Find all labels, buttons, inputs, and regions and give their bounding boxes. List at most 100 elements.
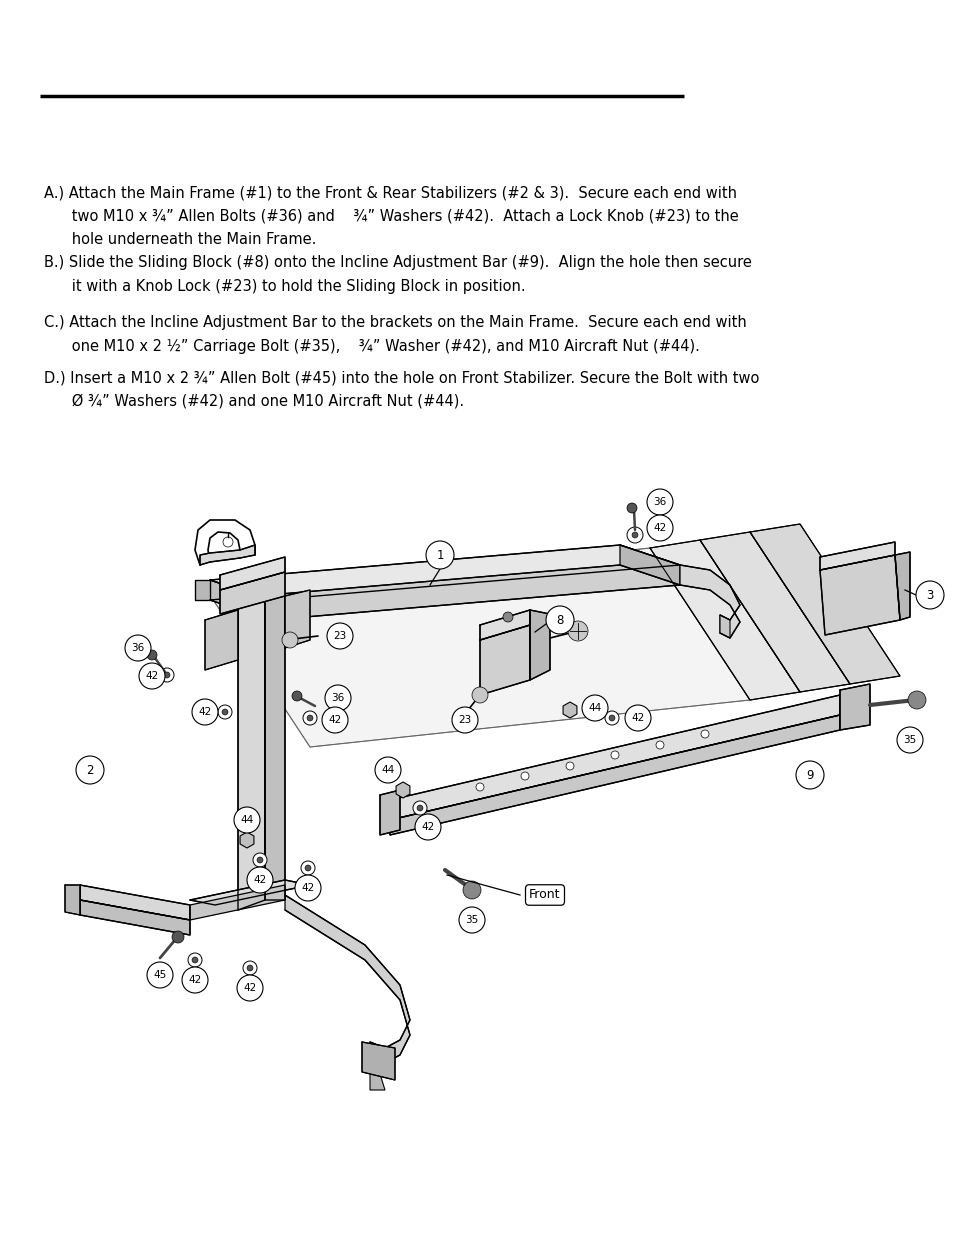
Circle shape [164,672,170,678]
Circle shape [192,957,198,963]
Circle shape [631,532,638,538]
Circle shape [472,687,488,703]
Polygon shape [200,545,254,564]
Circle shape [608,715,615,721]
Circle shape [147,650,157,659]
Circle shape [247,965,253,971]
Circle shape [182,967,208,993]
Circle shape [520,772,529,781]
Text: 42: 42 [253,876,266,885]
Circle shape [416,805,422,811]
Polygon shape [649,540,800,700]
Polygon shape [210,564,679,620]
Polygon shape [220,557,285,590]
Circle shape [476,783,483,790]
Polygon shape [395,782,410,798]
Text: 8: 8 [556,614,563,626]
Text: 42: 42 [421,823,435,832]
Text: 3: 3 [925,589,933,601]
Polygon shape [65,885,80,915]
Polygon shape [80,885,190,920]
Text: hole underneath the Main Frame.: hole underneath the Main Frame. [44,232,316,247]
Polygon shape [749,524,899,684]
Circle shape [610,751,618,760]
Text: 36: 36 [331,693,344,703]
Polygon shape [700,532,849,692]
Polygon shape [205,610,237,671]
Text: 42: 42 [188,974,201,986]
Circle shape [253,853,267,867]
Circle shape [581,695,607,721]
Circle shape [305,864,311,871]
Text: Ø ¾” Washers (#42) and one M10 Aircraft Nut (#44).: Ø ¾” Washers (#42) and one M10 Aircraft … [44,394,464,409]
Circle shape [567,621,587,641]
Polygon shape [370,1042,385,1091]
Circle shape [907,692,925,709]
Circle shape [502,613,513,622]
Polygon shape [210,545,679,600]
Circle shape [303,711,316,725]
Circle shape [147,962,172,988]
Text: 42: 42 [243,983,256,993]
Circle shape [188,953,202,967]
Text: 35: 35 [902,735,916,745]
Text: two M10 x ¾” Allen Bolts (#36) and    ¾” Washers (#42).  Attach a Lock Knob (#23: two M10 x ¾” Allen Bolts (#36) and ¾” Wa… [44,209,738,224]
Text: D.) Insert a M10 x 2 ¾” Allen Bolt (#45) into the hole on Front Stabilizer. Secu: D.) Insert a M10 x 2 ¾” Allen Bolt (#45)… [44,370,759,385]
Polygon shape [210,548,749,747]
Circle shape [415,814,440,840]
Circle shape [915,580,943,609]
Polygon shape [390,715,840,835]
Text: 2: 2 [86,763,93,777]
Polygon shape [210,580,270,620]
Circle shape [247,867,273,893]
Circle shape [236,974,263,1002]
Text: A.) Attach the Main Frame (#1) to the Front & Rear Stabilizers (#2 & 3).  Secure: A.) Attach the Main Frame (#1) to the Fr… [44,185,737,200]
Polygon shape [820,555,899,635]
Circle shape [172,931,184,944]
Text: 9: 9 [805,768,813,782]
Circle shape [426,541,454,569]
Circle shape [76,756,104,784]
Circle shape [125,635,151,661]
Circle shape [292,692,302,701]
Circle shape [896,727,923,753]
Polygon shape [390,695,840,820]
Circle shape [282,632,297,648]
Text: it with a Knob Lock (#23) to hold the Sliding Block in position.: it with a Knob Lock (#23) to hold the Sl… [44,279,525,294]
Text: 42: 42 [198,706,212,718]
Circle shape [294,876,320,902]
Text: 42: 42 [328,715,341,725]
Circle shape [624,705,650,731]
Circle shape [325,685,351,711]
Text: 45: 45 [153,969,167,981]
Circle shape [301,861,314,876]
Polygon shape [285,590,310,648]
Text: C.) Attach the Incline Adjustment Bar to the brackets on the Main Frame.  Secure: C.) Attach the Incline Adjustment Bar to… [44,315,746,330]
Polygon shape [190,885,285,920]
Circle shape [218,705,232,719]
Circle shape [413,802,427,815]
Polygon shape [80,900,190,935]
Circle shape [375,757,400,783]
Text: Front: Front [529,888,560,902]
Polygon shape [379,790,399,835]
Circle shape [604,711,618,725]
Circle shape [646,515,672,541]
Polygon shape [840,684,869,730]
Text: 23: 23 [333,631,346,641]
Circle shape [160,668,173,682]
Polygon shape [479,610,530,640]
Polygon shape [562,701,577,718]
Circle shape [139,663,165,689]
Text: 1: 1 [436,548,443,562]
Circle shape [322,706,348,734]
Polygon shape [479,625,530,695]
Text: 36: 36 [132,643,145,653]
Polygon shape [240,832,253,848]
Circle shape [626,527,642,543]
Polygon shape [220,572,285,614]
Polygon shape [285,895,410,1063]
Circle shape [233,806,260,832]
Polygon shape [237,590,265,910]
Circle shape [243,961,256,974]
